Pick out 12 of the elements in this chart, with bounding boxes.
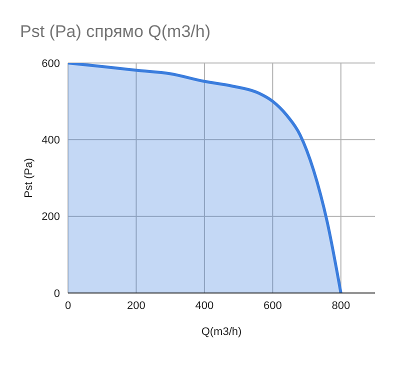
x-tick-label: 400 [195, 300, 214, 312]
y-tick-label: 600 [42, 58, 60, 70]
x-tick-label: 0 [64, 300, 72, 312]
chart-title: Pst (Pa) спрямо Q(m3/h) [20, 22, 211, 42]
y-tick-label: 200 [42, 211, 60, 224]
x-tick-label: 200 [127, 300, 146, 312]
y-tick-label: 0 [54, 288, 60, 300]
y-axis-title: Pst (Pa) [22, 158, 35, 198]
x-tick-label: 800 [332, 300, 350, 312]
x-tick-label: 600 [263, 300, 282, 312]
x-axis-title: Q(m3/h) [201, 326, 242, 338]
y-tick-label: 400 [42, 134, 60, 147]
